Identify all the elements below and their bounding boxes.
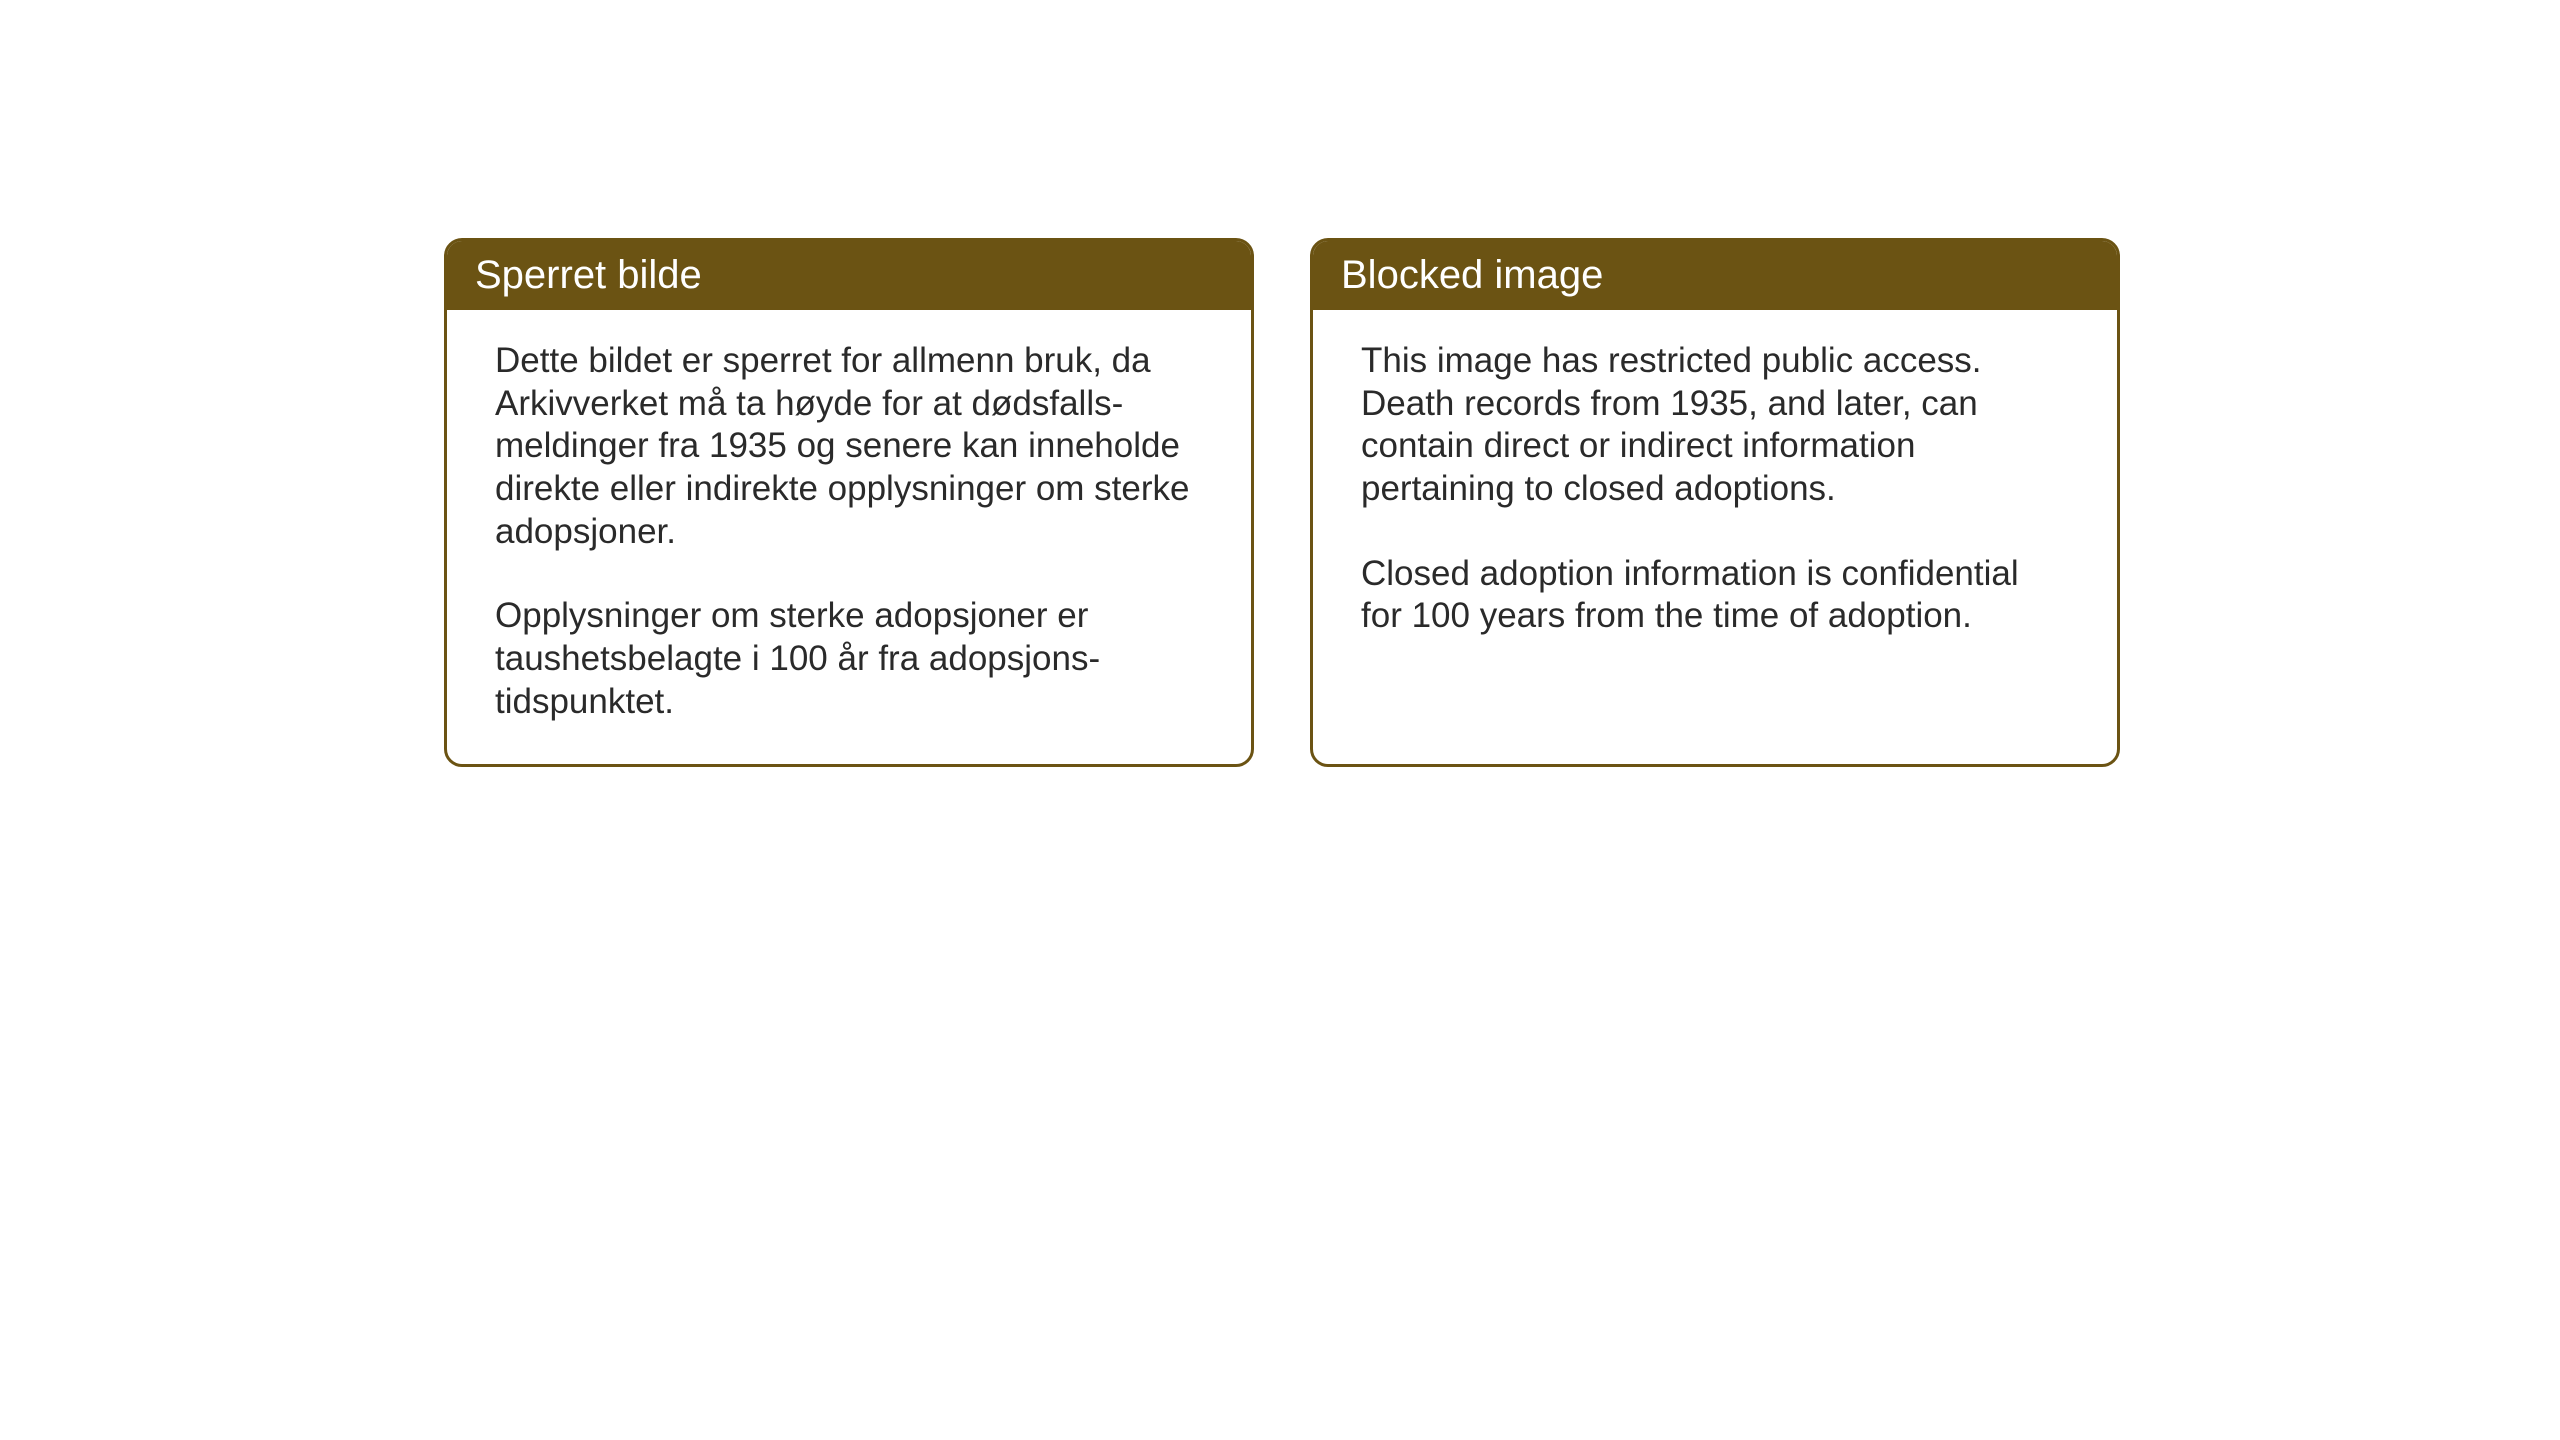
notice-card-english: Blocked image This image has restricted … [1310, 238, 2120, 767]
card-paragraph-english-1: This image has restricted public access.… [1361, 340, 2069, 511]
notice-card-norwegian: Sperret bilde Dette bildet er sperret fo… [444, 238, 1254, 767]
card-header-english: Blocked image [1313, 241, 2117, 310]
card-title-english: Blocked image [1341, 253, 1603, 297]
card-paragraph-english-2: Closed adoption information is confident… [1361, 553, 2069, 638]
card-header-norwegian: Sperret bilde [447, 241, 1251, 310]
card-title-norwegian: Sperret bilde [475, 253, 702, 297]
card-paragraph-norwegian-1: Dette bildet er sperret for allmenn bruk… [495, 340, 1203, 553]
card-body-english: This image has restricted public access.… [1313, 310, 2117, 730]
card-body-norwegian: Dette bildet er sperret for allmenn bruk… [447, 310, 1251, 764]
card-paragraph-norwegian-2: Opplysninger om sterke adopsjoner er tau… [495, 595, 1203, 723]
notice-container: Sperret bilde Dette bildet er sperret fo… [444, 238, 2120, 767]
